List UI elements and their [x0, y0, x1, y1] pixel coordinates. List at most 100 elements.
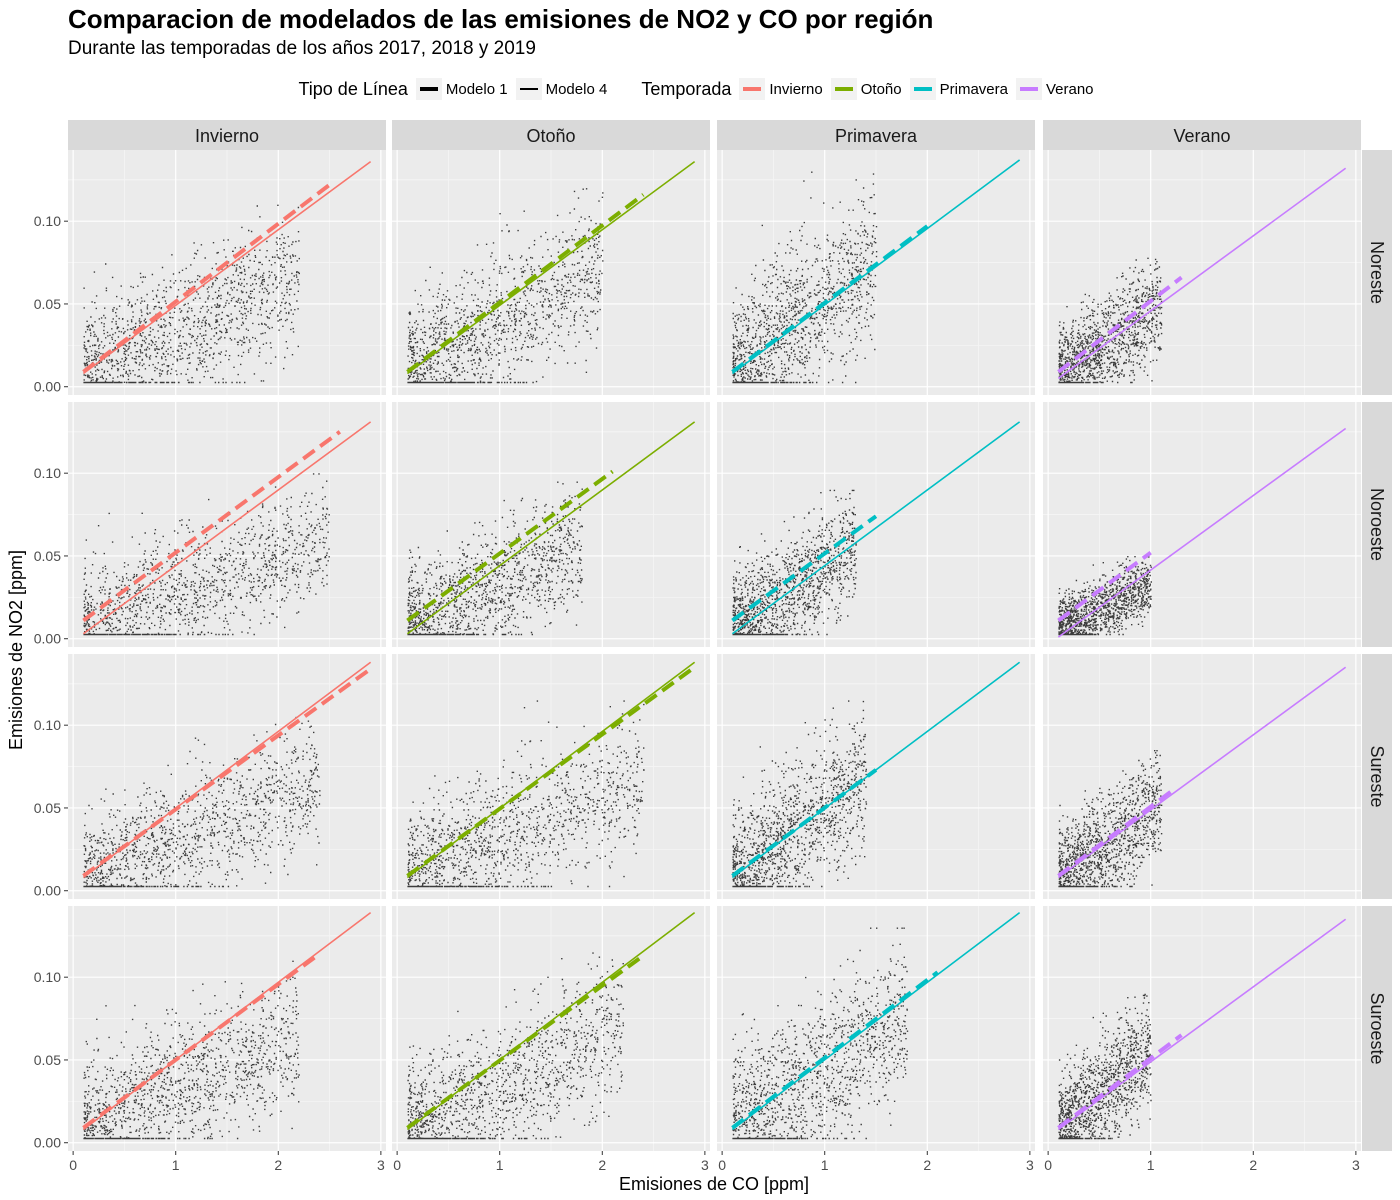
panel-noroeste-invierno: 0.00 0.05 0.10 [34, 402, 386, 647]
facet-strip-label: Invierno [195, 126, 259, 146]
legend-item-verano: Verano [1015, 78, 1094, 100]
y-axis-title: Emisiones de NO2 [ppm] [6, 550, 26, 750]
modelo1-line [406, 469, 614, 623]
y-tick-label: 0.10 [34, 717, 61, 733]
x-tick-label: 1 [821, 1157, 829, 1173]
legend-label: Modelo 4 [545, 80, 608, 98]
x-tick-label: 0 [393, 1157, 401, 1173]
facet-row-label: Noroeste [1367, 488, 1387, 561]
panel-suroeste-verano: 0 1 2 3 [1043, 906, 1361, 1173]
modelo1-line [1057, 551, 1152, 623]
x-tick-label: 0 [69, 1157, 77, 1173]
x-tick-label: 3 [377, 1157, 385, 1173]
panel-sureste-invierno: 0.00 0.05 0.10 [34, 654, 386, 899]
panel-sureste-verano [1043, 654, 1361, 899]
y-tick-label: 0.10 [34, 969, 61, 985]
point-cloud [1058, 556, 1152, 636]
y-tick-label: 0.05 [34, 296, 61, 312]
x-tick-label: 1 [496, 1157, 504, 1173]
legend-linetype-title: Tipo de Línea [298, 78, 408, 99]
facet-strip-0 [68, 120, 386, 150]
legend-label: Invierno [769, 80, 823, 98]
y-tick-label: 0.00 [34, 631, 61, 647]
point-cloud [1058, 750, 1163, 888]
x-tick-label: 0 [718, 1157, 726, 1173]
facet-strip-row-2 [1362, 654, 1392, 899]
modelo1-line [406, 193, 645, 374]
chart-subtitle: Durante las temporadas de los años 2017,… [68, 38, 536, 59]
modelo4-line [1057, 918, 1347, 1131]
facet-strip-row-0 [1362, 150, 1392, 395]
y-tick-label: 0.05 [34, 1052, 61, 1068]
modelo4-line [82, 421, 372, 635]
modelo4-line [406, 160, 696, 375]
legend-label: Modelo 1 [445, 80, 508, 98]
x-tick-label: 2 [923, 1157, 931, 1173]
modelo1-line [731, 514, 878, 623]
panel-noreste-invierno: 0.00 0.05 0.10 [34, 150, 386, 395]
facet-row-label: Suroeste [1367, 992, 1387, 1064]
modelo4-line [82, 160, 372, 375]
modelo4-line [1057, 167, 1347, 380]
panel-noreste-primavera [717, 150, 1035, 395]
panel-sureste-otoño [392, 654, 710, 899]
legend-key-thick [415, 78, 442, 100]
y-tick-label: 0.05 [34, 800, 61, 816]
legend-label: Otoño [860, 80, 902, 98]
facet-strip-row-3 [1362, 906, 1392, 1151]
panel-suroeste-otoño: 0 1 2 3 [392, 906, 710, 1173]
legend-key-primavera [909, 78, 936, 100]
legend-item-modelo1: Modelo 1 [415, 78, 508, 100]
y-tick-label: 0.10 [34, 465, 61, 481]
x-tick-label: 0 [1044, 1157, 1052, 1173]
facet-strip-label: Otoño [526, 126, 575, 146]
facet-strip-2 [717, 120, 1035, 150]
y-tick-label: 0.00 [34, 883, 61, 899]
x-tick-label: 1 [1147, 1157, 1155, 1173]
modelo1-line [731, 224, 929, 374]
y-tick-label: 0.00 [34, 1135, 61, 1151]
panel-suroeste-primavera: 0 1 2 3 [717, 906, 1035, 1173]
facet-strip-1 [392, 120, 710, 150]
chart-title: Comparacion de modelados de las emisione… [68, 4, 934, 34]
legend-item-modelo4: Modelo 4 [515, 78, 608, 100]
modelo1-line [406, 954, 645, 1130]
legend-key-otono [830, 78, 857, 100]
x-tick-label: 3 [1352, 1157, 1360, 1173]
x-tick-label: 2 [1249, 1157, 1257, 1173]
point-cloud [732, 700, 868, 888]
legend-key-thin [515, 78, 542, 100]
x-tick-label: 3 [1026, 1157, 1034, 1173]
x-tick-label: 2 [274, 1157, 282, 1173]
legend-linetype: Tipo de Línea Modelo 1 Modelo 4 [298, 78, 615, 100]
panel-sureste-primavera [717, 654, 1035, 899]
modelo1-line [731, 768, 878, 878]
modelo1-line [1057, 275, 1183, 374]
point-cloud [83, 960, 300, 1140]
point-cloud [407, 481, 583, 636]
modelo4-line [731, 421, 1021, 635]
legend-item-otono: Otoño [830, 78, 902, 100]
modelo1-line [82, 183, 331, 374]
y-tick-label: 0.10 [34, 213, 61, 229]
facet-strip-row-1 [1362, 402, 1392, 647]
point-cloud [732, 927, 909, 1140]
x-axis-title: Emisiones de CO [ppm] [619, 1174, 809, 1194]
modelo1-line [82, 952, 321, 1130]
legend-label: Primavera [939, 80, 1008, 98]
modelo4-line [82, 661, 372, 879]
x-tick-label: 1 [172, 1157, 180, 1173]
panel-noreste-otoño [392, 150, 710, 395]
y-tick-label: 0.00 [34, 379, 61, 395]
legend-key-verano [1015, 78, 1042, 100]
panel-noroeste-otoño [392, 402, 710, 647]
modelo4-line [1057, 666, 1347, 879]
modelo1-line [406, 665, 696, 878]
point-cloud [732, 489, 857, 636]
legend-key-invierno [739, 78, 766, 100]
facet-row-label: Noreste [1367, 241, 1387, 304]
modelo1-line [1057, 1033, 1183, 1130]
modelo1-line [1057, 789, 1173, 878]
legend: Tipo de Línea Modelo 1 Modelo 4 Temporad… [0, 76, 1400, 102]
